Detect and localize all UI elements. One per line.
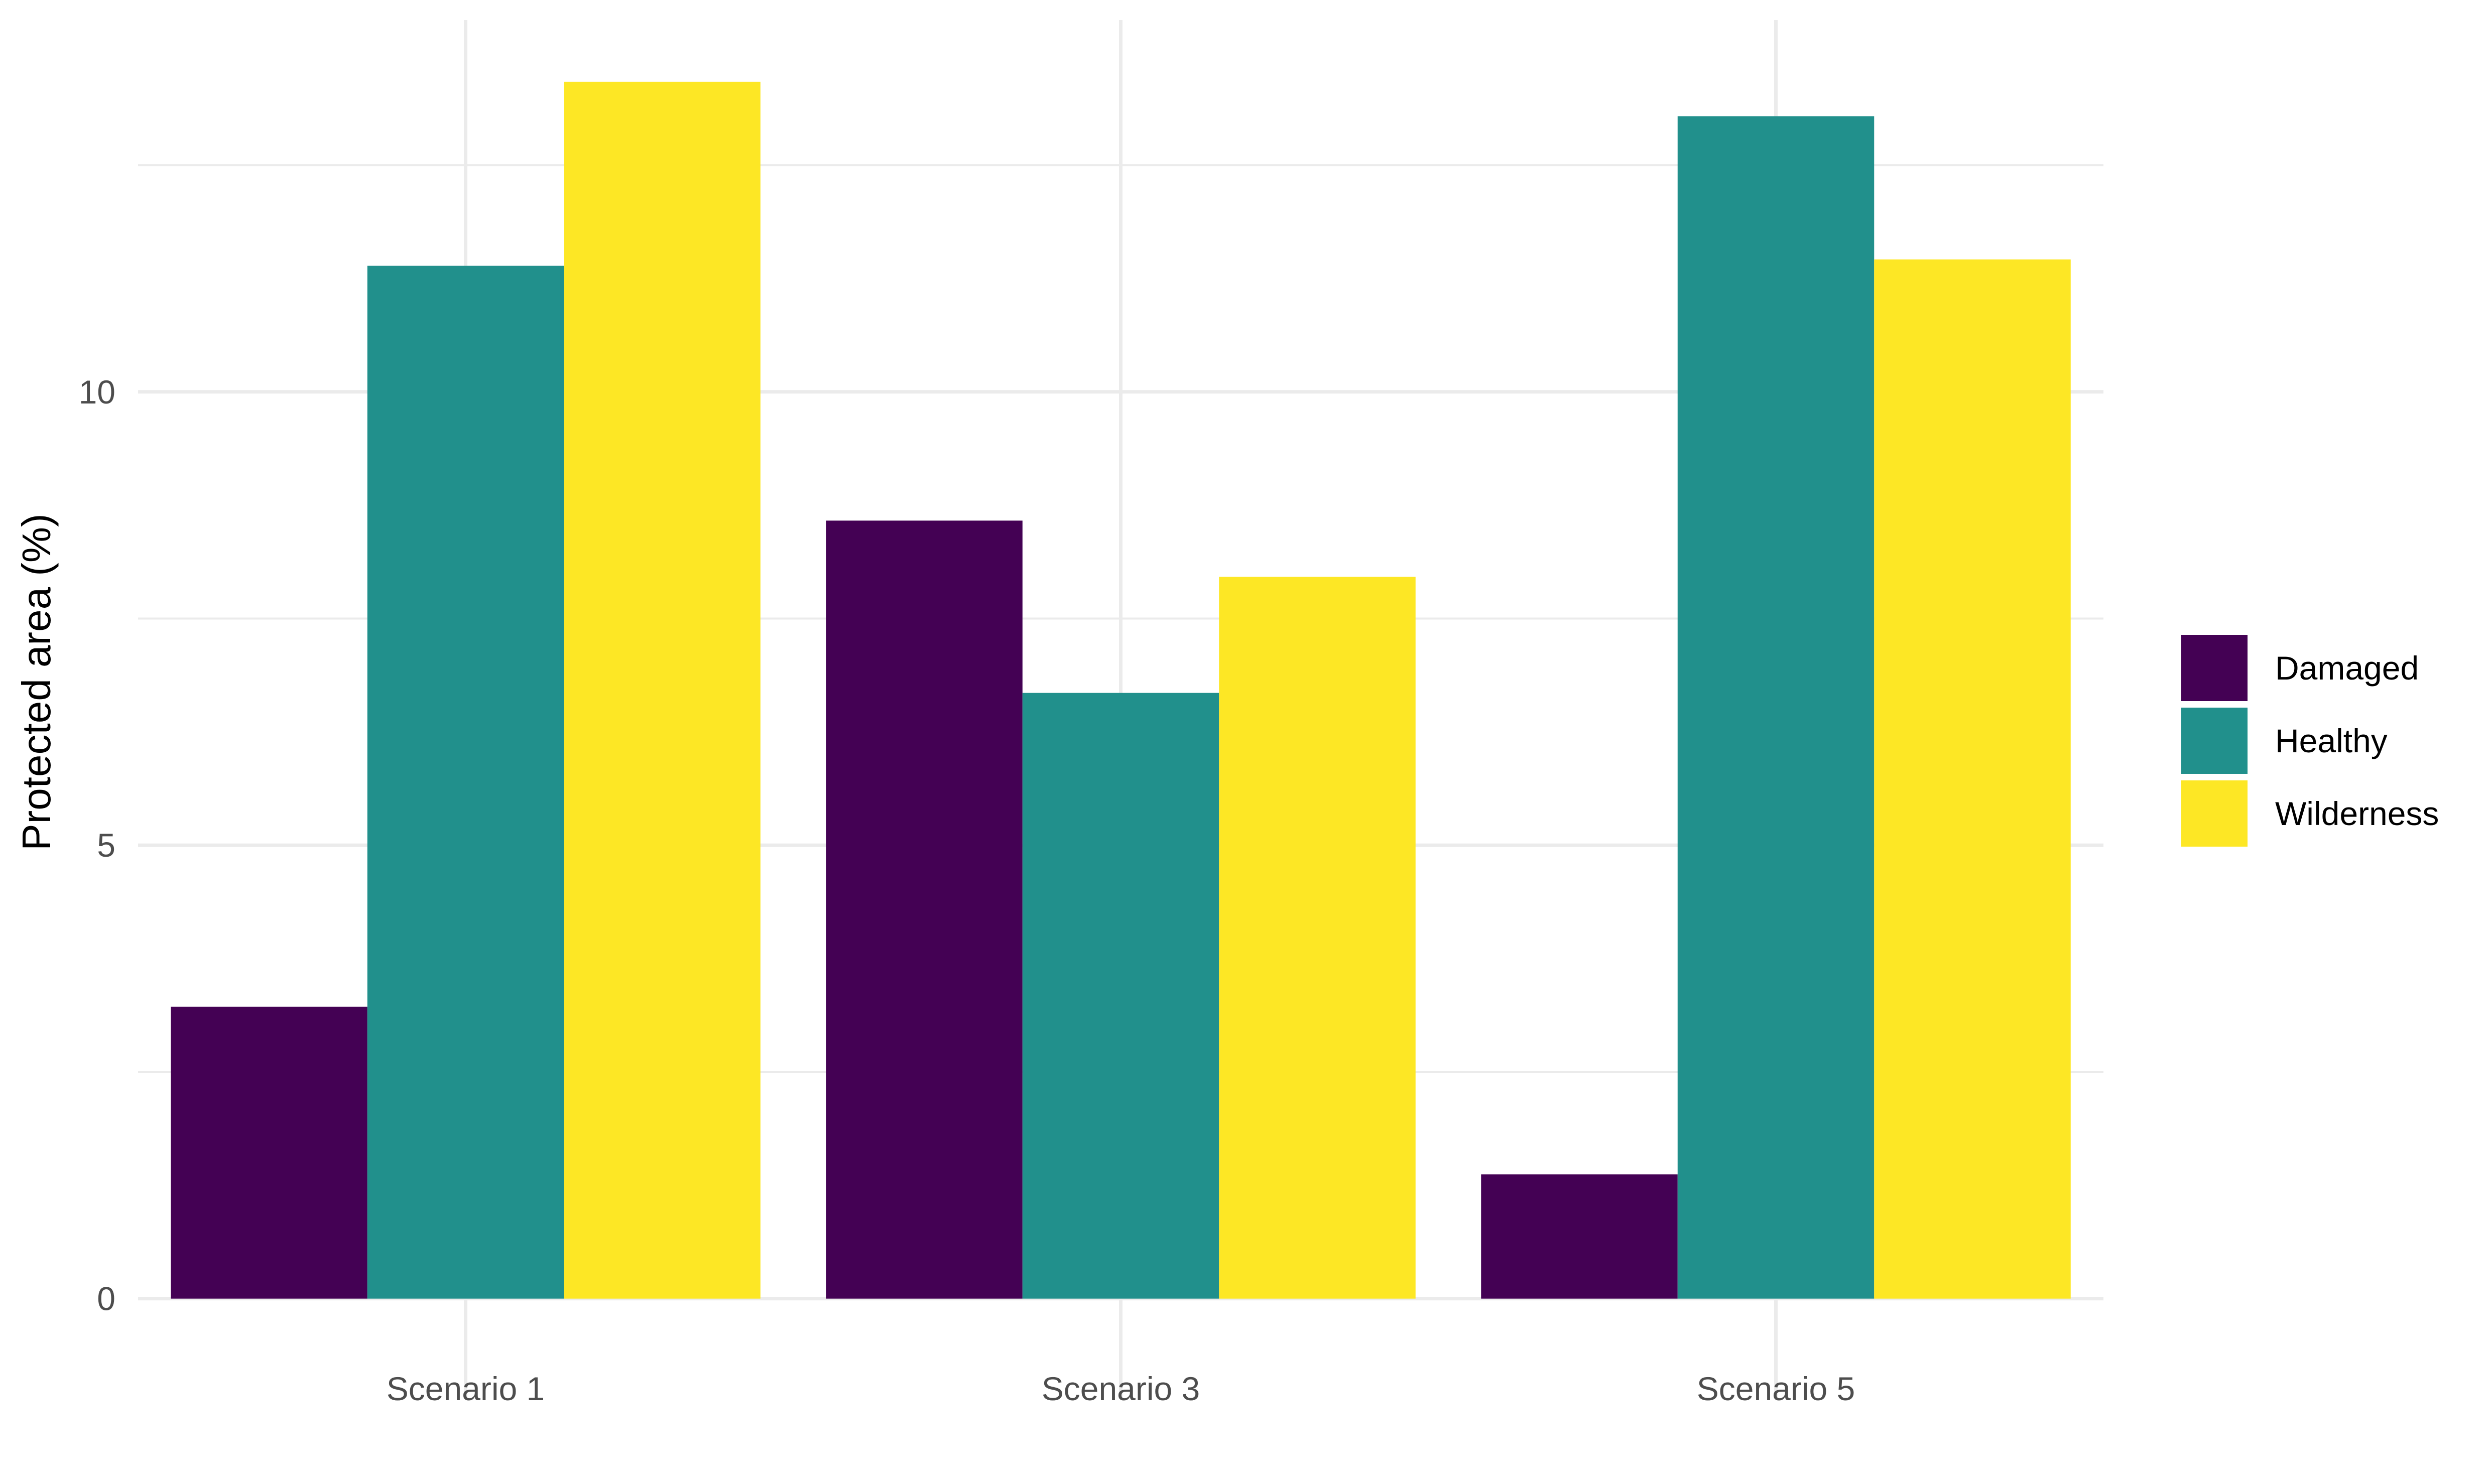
legend: Damaged Healthy Wilderness	[2181, 635, 2439, 847]
bar-healthy-scenario-3	[1022, 693, 1219, 1299]
legend-label-wilderness: Wilderness	[2275, 795, 2439, 832]
x-tick-label: Scenario 5	[1697, 1370, 1855, 1407]
legend-key-healthy	[2181, 708, 2248, 774]
bar-wilderness-scenario-1	[564, 81, 761, 1299]
legend-key-damaged	[2181, 635, 2248, 701]
tick-labels: Scenario 1 Scenario 3 Scenario 5 0 5 10	[79, 373, 1855, 1407]
legend-label-healthy: Healthy	[2275, 722, 2388, 759]
bar-damaged-scenario-1	[171, 1006, 367, 1299]
bars	[171, 81, 2071, 1299]
bar-damaged-scenario-5	[1481, 1174, 1678, 1299]
bar-healthy-scenario-1	[367, 265, 564, 1299]
bar-healthy-scenario-5	[1677, 116, 1875, 1299]
x-tick-label: Scenario 3	[1042, 1370, 1200, 1407]
bar-wilderness-scenario-3	[1219, 577, 1416, 1299]
y-tick-label: 0	[97, 1280, 115, 1317]
bar-damaged-scenario-3	[826, 520, 1023, 1299]
y-tick-label: 5	[97, 827, 115, 864]
x-tick-label: Scenario 1	[387, 1370, 545, 1407]
y-axis-title: Protected area (%)	[14, 513, 59, 850]
bar-wilderness-scenario-5	[1874, 259, 2071, 1299]
legend-key-wilderness	[2181, 780, 2248, 847]
legend-label-damaged: Damaged	[2275, 649, 2419, 687]
y-tick-label: 10	[79, 373, 115, 411]
